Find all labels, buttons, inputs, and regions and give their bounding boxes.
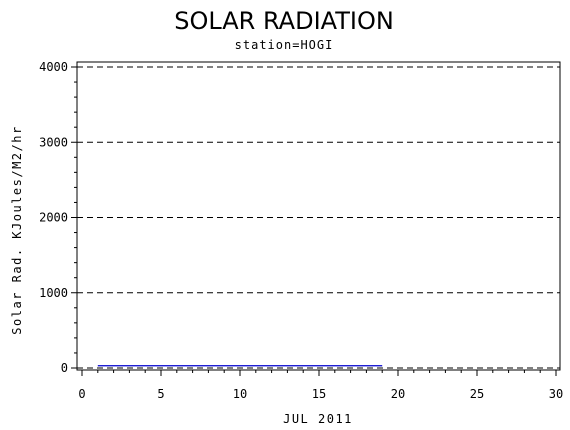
y-tick-label-2000: 2000 [39, 211, 68, 225]
x-tick-label-15: 15 [312, 387, 326, 401]
x-tick-label-5: 5 [157, 387, 164, 401]
x-axis-label: JUL 2011 [283, 412, 353, 426]
x-axis: 0 5 10 15 20 25 30 [78, 370, 563, 401]
plot-frame [76, 61, 561, 371]
y-tick-label-0: 0 [61, 361, 68, 375]
x-tick-label-20: 20 [391, 387, 405, 401]
y-axis-label: Solar Rad. KJoules/M2/hr [10, 125, 24, 334]
x-tick-label-0: 0 [78, 387, 85, 401]
gridlines [77, 66, 560, 369]
x-tick-label-10: 10 [233, 387, 247, 401]
chart-title: SOLAR RADIATION [174, 7, 394, 35]
y-tick-label-3000: 3000 [39, 135, 68, 149]
chart-subtitle: station=HOGI [235, 38, 334, 52]
y-tick-label-4000: 4000 [39, 60, 68, 74]
y-tick-label-1000: 1000 [39, 286, 68, 300]
x-tick-label-30: 30 [549, 387, 563, 401]
x-tick-label-25: 25 [470, 387, 484, 401]
y-axis: 0 1000 2000 3000 4000 [39, 60, 77, 375]
